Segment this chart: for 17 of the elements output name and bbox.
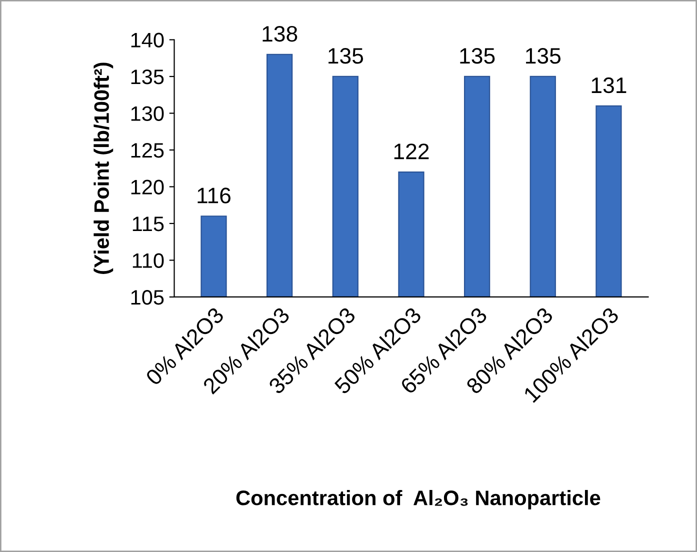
y-tick-label: 115 xyxy=(132,216,164,232)
y-tick-label: 125 xyxy=(131,142,164,158)
x-axis-title: Concentration of Al₂O₃ Nanoparticle xyxy=(236,490,600,510)
y-tick-label: 105 xyxy=(131,290,164,305)
data-label: 138 xyxy=(262,26,298,42)
data-label: 135 xyxy=(460,48,495,64)
y-tick-label: 110 xyxy=(132,253,164,268)
data-label: 135 xyxy=(328,48,364,64)
y-axis-title: (Yield Point (lb/100ft²) xyxy=(94,62,114,274)
data-label: 135 xyxy=(526,48,560,64)
data-label: 122 xyxy=(394,144,429,160)
y-tick-label: 120 xyxy=(131,180,164,194)
data-label: 116 xyxy=(198,188,230,204)
data-label: 131 xyxy=(592,77,626,94)
y-tick-label: 140 xyxy=(131,32,164,48)
y-tick-label: 130 xyxy=(131,106,164,121)
y-tick-label: 135 xyxy=(131,69,164,84)
